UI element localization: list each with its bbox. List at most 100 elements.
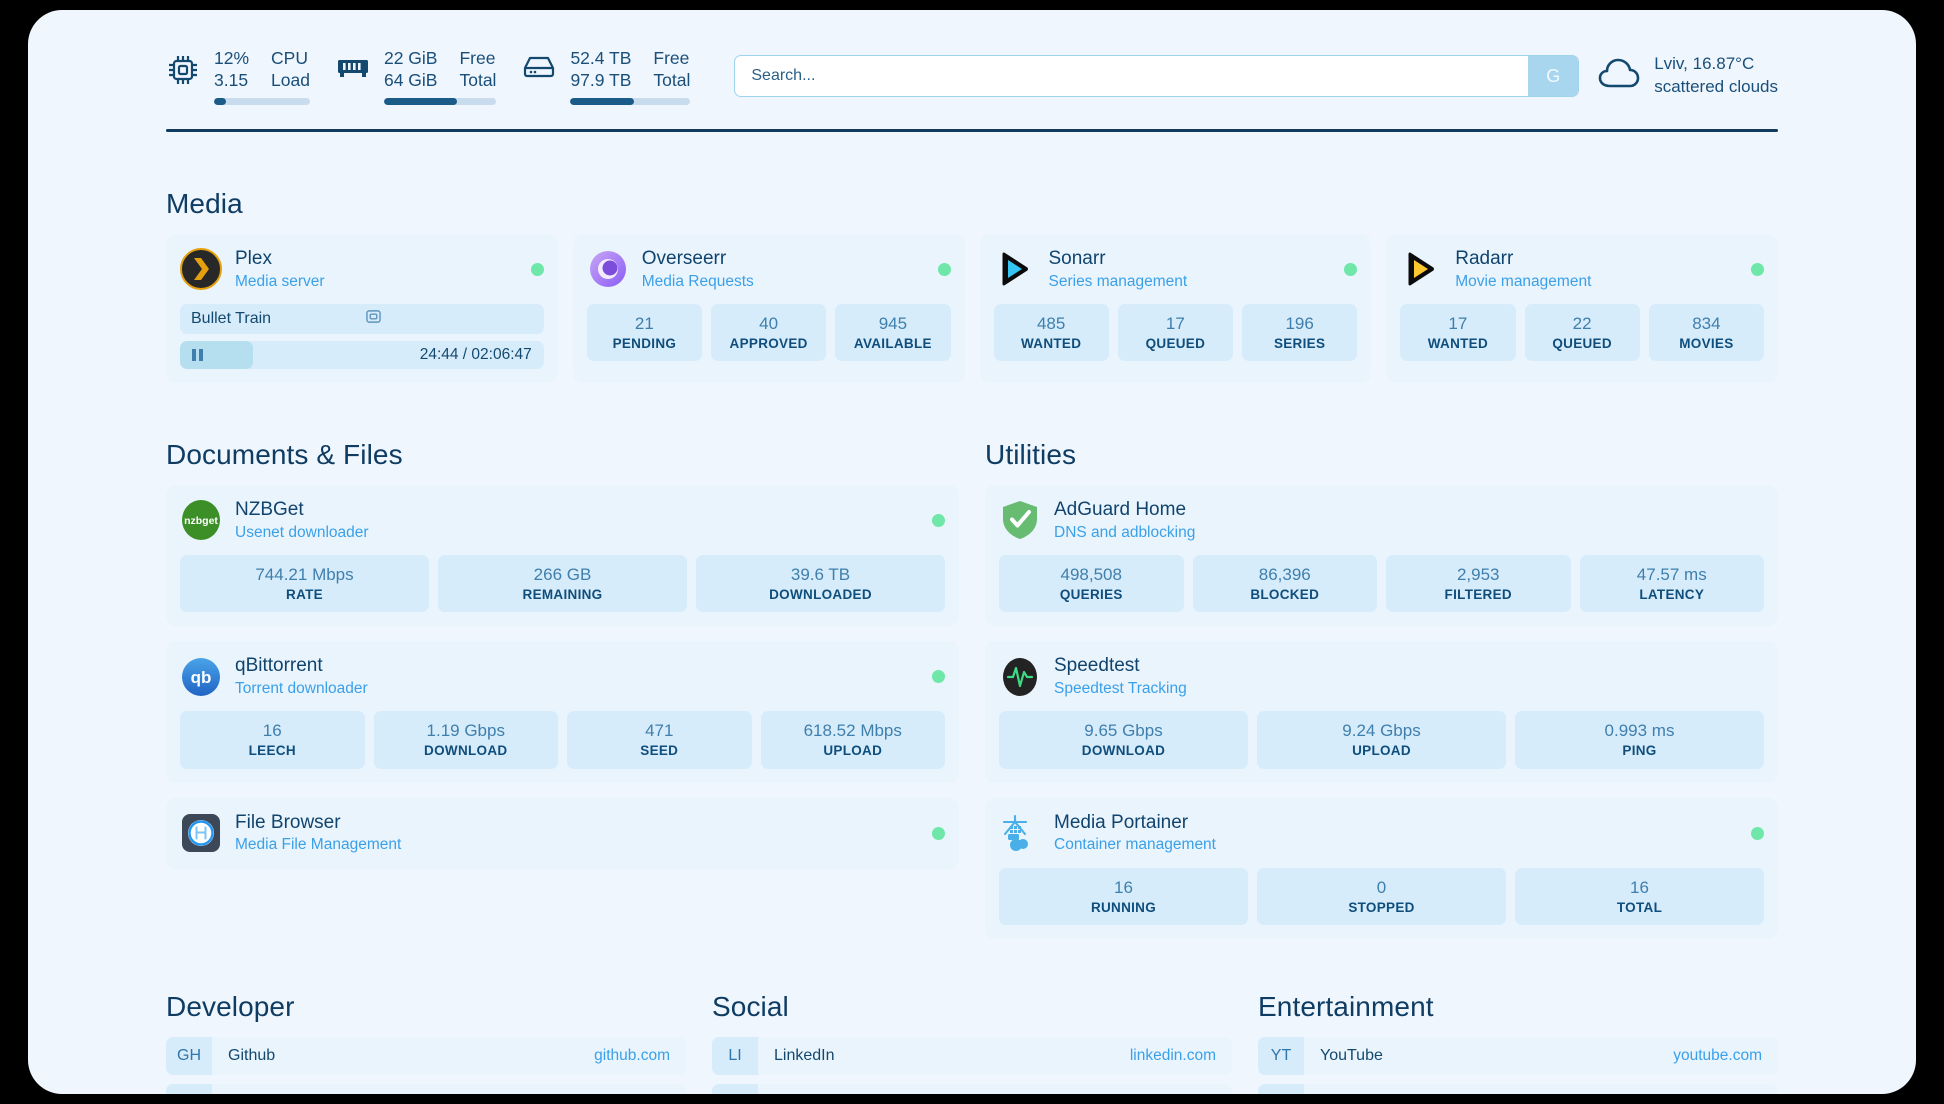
- system-label-top: Free: [459, 47, 496, 68]
- stat-tile[interactable]: 196 SERIES: [1242, 303, 1358, 362]
- stat-tile[interactable]: 16 TOTAL: [1515, 867, 1764, 926]
- sonarr-icon: [994, 248, 1036, 290]
- stat-tile[interactable]: 21 PENDING: [586, 303, 702, 362]
- bookmark-item[interactable]: GH Github github.com: [166, 1037, 686, 1076]
- stat-tile[interactable]: 9.24 Gbps UPLOAD: [1257, 711, 1506, 769]
- stat-label: PING: [1622, 743, 1657, 759]
- stat-tile[interactable]: 2,953 FILTERED: [1386, 554, 1571, 613]
- stat-tile[interactable]: 86,396 BLOCKED: [1192, 554, 1377, 613]
- system-usage-bar: [214, 98, 310, 106]
- service-card-radarr[interactable]: Radarr Movie management 17 WANTED 22 QUE…: [1386, 234, 1778, 383]
- now-playing-progress-bar[interactable]: 24:44 / 02:06:47: [180, 340, 544, 369]
- stat-tile[interactable]: 39.6 TB DOWNLOADED: [696, 554, 945, 613]
- stat-tile[interactable]: 945 AVAILABLE: [835, 303, 951, 362]
- system-widget-disk[interactable]: 52.4 TB 97.9 TB Free Total: [522, 47, 691, 106]
- stat-tile[interactable]: 22 QUEUED: [1524, 303, 1640, 362]
- pause-icon[interactable]: [192, 348, 203, 361]
- search-box[interactable]: G: [734, 55, 1580, 97]
- service-card-sonarr[interactable]: Sonarr Series management 485 WANTED 17 Q…: [979, 234, 1372, 383]
- system-widget-cpu[interactable]: 12% 3.15 CPU Load: [166, 47, 310, 106]
- stat-tile[interactable]: 471 SEED: [567, 711, 752, 769]
- system-usage-bar: [570, 98, 691, 106]
- service-card-adguard-home[interactable]: AdGuard Home DNS and adblocking 498,508 …: [985, 484, 1778, 627]
- stat-tile[interactable]: 16 RUNNING: [999, 867, 1248, 926]
- stat-tile[interactable]: 47.57 ms LATENCY: [1579, 554, 1764, 613]
- stat-value: 39.6 TB: [790, 564, 851, 584]
- bookmark-url: twitter.com: [1142, 1084, 1232, 1094]
- card-header: nzbget NZBGet Usenet downloader: [180, 498, 945, 543]
- stat-tile[interactable]: 1.19 Gbps DOWNLOAD: [373, 711, 558, 769]
- stat-label: LATENCY: [1639, 586, 1705, 602]
- card-header: File Browser Media File Management: [180, 811, 945, 856]
- stat-tile[interactable]: 17 WANTED: [1400, 303, 1516, 362]
- stat-tile[interactable]: 0 STOPPED: [1257, 867, 1506, 926]
- bookmark-url: netflix.com: [1688, 1084, 1778, 1094]
- stat-value: 471: [645, 721, 674, 741]
- bookmark-url: linkedin.com: [1129, 1047, 1216, 1065]
- stat-tile[interactable]: 744.21 Mbps RATE: [180, 554, 429, 613]
- stat-value: 0.993 ms: [1604, 721, 1675, 741]
- service-description: Movie management: [1455, 272, 1592, 290]
- stat-tile[interactable]: 498,508 QUERIES: [999, 554, 1184, 613]
- stat-tile[interactable]: 40 APPROVED: [711, 303, 827, 362]
- service-card-nzbget[interactable]: nzbget NZBGet Usenet downloader 744.21 M…: [166, 484, 959, 627]
- stat-value: 744.21 Mbps: [255, 564, 354, 584]
- service-card-qbittorrent[interactable]: qb qBittorrent Torrent downloader 16 LEE…: [166, 641, 959, 783]
- stat-value: 2,953: [1456, 564, 1500, 584]
- stat-tile[interactable]: 834 MOVIES: [1648, 303, 1764, 362]
- service-card-media-portainer[interactable]: Media Portainer Container management 16 …: [985, 797, 1778, 940]
- documents-card-list: nzbget NZBGet Usenet downloader 744.21 M…: [166, 484, 959, 870]
- weather-condition: scattered clouds: [1654, 77, 1778, 96]
- service-name: Speedtest: [1054, 655, 1140, 677]
- system-value-top: 12%: [214, 47, 250, 68]
- stat-label: LEECH: [248, 743, 296, 759]
- stat-row: 16 LEECH 1.19 Gbps DOWNLOAD 471 SEED 618…: [180, 711, 945, 769]
- service-card-overseerr[interactable]: Overseerr Media Requests 21 PENDING 40 A…: [572, 234, 965, 383]
- stat-label: REMAINING: [522, 586, 603, 602]
- service-card-file-browser[interactable]: File Browser Media File Management: [166, 797, 959, 870]
- bookmark-item[interactable]: TW Twitter twitter.com: [712, 1084, 1232, 1094]
- now-playing-title-bar[interactable]: Bullet Train: [180, 303, 544, 334]
- stat-tile[interactable]: 17 QUEUED: [1117, 303, 1233, 362]
- stat-value: 86,396: [1258, 564, 1311, 584]
- stat-tile[interactable]: 16 LEECH: [180, 711, 365, 769]
- svg-text:qb: qb: [191, 668, 212, 687]
- status-indicator-online: [932, 826, 945, 840]
- search-input[interactable]: [735, 56, 1529, 96]
- stat-value: 0: [1376, 877, 1387, 897]
- stat-tile[interactable]: 0.993 ms PING: [1515, 711, 1764, 769]
- search-submit-button[interactable]: G: [1528, 56, 1579, 96]
- card-header: Speedtest Speedtest Tracking: [999, 654, 1764, 699]
- stat-value: 17: [1448, 313, 1468, 333]
- stat-label: STOPPED: [1348, 899, 1415, 915]
- stat-value: 40: [759, 313, 779, 333]
- stat-row: 485 WANTED 17 QUEUED 196 SERIES: [993, 303, 1358, 362]
- weather-widget[interactable]: Lviv, 16.87°C scattered clouds: [1597, 53, 1778, 99]
- stat-tile[interactable]: 266 GB REMAINING: [438, 554, 687, 613]
- cloud-icon: [1597, 57, 1641, 96]
- stat-label: DOWNLOADED: [769, 586, 872, 602]
- filebrowser-icon: [180, 812, 222, 854]
- shield-icon: [999, 499, 1041, 541]
- stat-value: 17: [1165, 313, 1185, 333]
- service-description: Media File Management: [235, 836, 402, 854]
- cast-icon[interactable]: [366, 309, 533, 329]
- bookmark-item[interactable]: SO StackOverflow stackoverflow.com: [166, 1084, 686, 1094]
- system-widget-memory[interactable]: 22 GiB 64 GiB Free Total: [336, 47, 497, 106]
- stat-tile[interactable]: 485 WANTED: [993, 303, 1109, 362]
- bookmark-item[interactable]: YT YouTube youtube.com: [1258, 1037, 1778, 1076]
- service-card-speedtest[interactable]: Speedtest Speedtest Tracking 9.65 Gbps D…: [985, 641, 1778, 783]
- card-header: qb qBittorrent Torrent downloader: [180, 654, 945, 699]
- status-indicator-online: [1344, 262, 1358, 276]
- search-area: G: [734, 55, 1580, 97]
- bookmark-item[interactable]: NF Netflix netflix.com: [1258, 1084, 1778, 1094]
- bookmark-list: LI LinkedIn linkedin.com TW Twitter twit…: [712, 1037, 1232, 1094]
- dashboard-page: 12% 3.15 CPU Load 22 GiB 64 GiB Free: [28, 10, 1916, 1094]
- service-card-plex[interactable]: Plex Media server Bullet Train 24:44 / 0…: [166, 234, 558, 383]
- stat-tile[interactable]: 9.65 Gbps DOWNLOAD: [999, 711, 1248, 769]
- bookmark-item[interactable]: LI LinkedIn linkedin.com: [712, 1037, 1232, 1076]
- card-header: Radarr Movie management: [1400, 247, 1764, 292]
- media-card-grid: Plex Media server Bullet Train 24:44 / 0…: [166, 234, 1778, 383]
- stat-tile[interactable]: 618.52 Mbps UPLOAD: [760, 711, 945, 769]
- stat-label: MOVIES: [1679, 335, 1734, 351]
